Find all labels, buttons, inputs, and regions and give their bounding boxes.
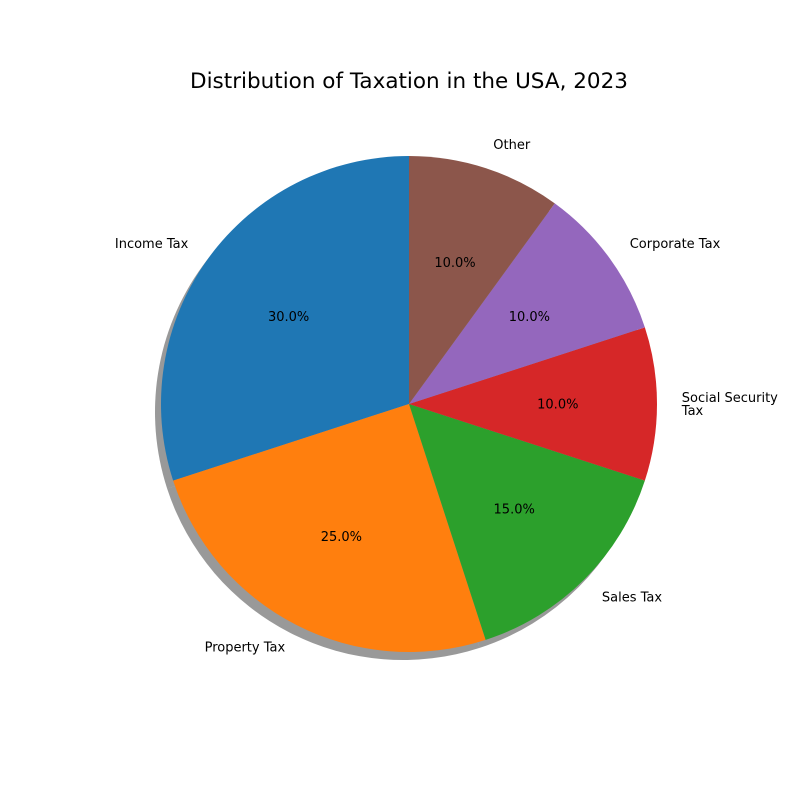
percent-label-income-tax: 30.0% — [268, 310, 309, 325]
percent-label-corporate-tax: 10.0% — [509, 310, 550, 325]
slice-label-line: Other — [493, 138, 531, 153]
slice-label-sales-tax: Sales Tax — [602, 590, 662, 605]
pie-labels: Income Tax 30.0% Property Tax 25.0% Sales Ta… — [115, 138, 778, 656]
slice-label-line: Tax — [681, 404, 704, 419]
slice-property-tax — [173, 404, 486, 652]
slice-sales-tax — [409, 404, 645, 640]
slice-corporate-tax — [409, 203, 645, 404]
slice-label-line: Income Tax — [115, 237, 189, 252]
pie-slices — [161, 156, 657, 652]
slice-label-corporate-tax: Corporate Tax — [630, 237, 721, 252]
slice-label-property-tax: Property Tax — [205, 641, 286, 656]
slice-social-security-tax — [409, 327, 657, 481]
percent-label-property-tax: 25.0% — [321, 530, 362, 545]
slice-label-line: Property Tax — [205, 641, 286, 656]
slice-other — [409, 156, 555, 404]
slice-label-line: Social Security — [682, 391, 778, 406]
chart-title: Distribution of Taxation in the USA, 202… — [190, 69, 628, 94]
slice-label-income-tax: Income Tax — [115, 237, 189, 252]
slice-label-other: Other — [493, 138, 531, 153]
percent-label-sales-tax: 15.0% — [494, 503, 535, 518]
slice-label-line: Sales Tax — [602, 590, 662, 605]
slice-label-line: Corporate Tax — [630, 237, 721, 252]
slice-label-social-security-tax: Social Security Tax — [681, 391, 778, 419]
percent-label-other: 10.0% — [434, 256, 475, 271]
percent-label-social-security-tax: 10.0% — [537, 398, 578, 413]
slice-income-tax — [161, 156, 409, 481]
